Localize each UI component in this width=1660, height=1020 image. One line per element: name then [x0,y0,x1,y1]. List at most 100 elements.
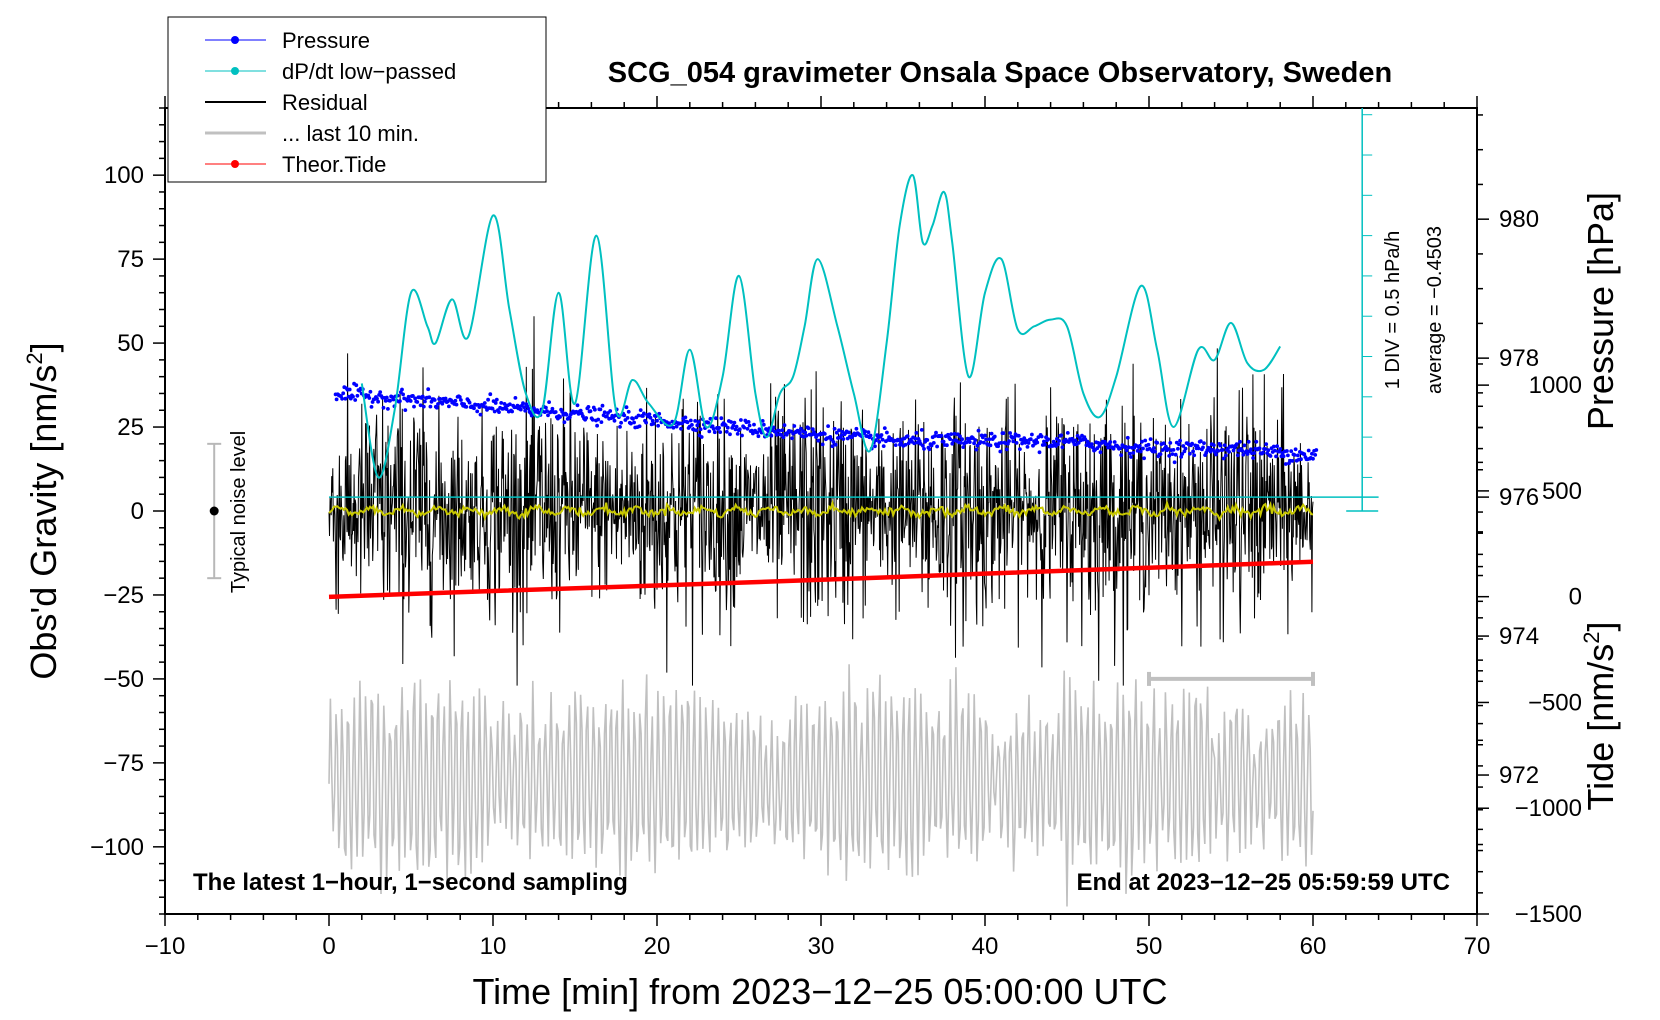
pressure-point [1214,452,1218,457]
theor-tide-line [328,559,1314,600]
pressure-point [443,396,448,401]
pressure-point [679,426,683,431]
pressure-point [1285,449,1289,453]
pressure-point [1042,439,1046,444]
pressure-point [1299,457,1303,462]
pressure-point [1168,441,1173,445]
pressure-point [1096,441,1101,445]
tide-tick-label: −1000 [1515,795,1582,822]
pressure-point [647,412,652,417]
pressure-point [547,400,551,404]
pressure-point [945,443,949,448]
y-tick-label: 100 [104,162,144,189]
pressure-point [391,397,396,402]
pressure-point [629,421,633,426]
legend-marker-pressure [231,36,239,44]
x-tick-label: 20 [644,933,671,960]
pressure-point [935,444,939,449]
pressure-point [1201,445,1205,450]
y-tick-label: −100 [90,834,144,861]
pressure-point [642,411,646,416]
pressure-point [602,410,607,415]
left-y-axis: 100 75 50 25 0 −25 −50 −75 −100 [90,107,165,915]
pressure-point [608,409,613,413]
tide-tick-label: −1500 [1515,901,1582,928]
pressure-point [866,430,871,435]
pressure-series [333,381,1319,466]
pressure-point [586,405,591,409]
pressure-point [1192,453,1197,458]
pressure-point [735,432,740,436]
pressure-point [488,392,493,397]
pressure-point [1266,448,1271,453]
pressure-point [1146,442,1151,447]
legend: Pressure dP/dt low−passed Residual ... l… [167,16,547,183]
pressure-point [636,413,641,418]
pressure-point [897,438,901,443]
pressure-point [1076,441,1081,445]
residual-lowpassed-series [328,499,1314,522]
pressure-point [739,418,743,422]
pressure-point [1016,433,1021,438]
pressure-point [403,408,408,412]
pressure-point [719,416,724,421]
pressure-point [1135,449,1140,453]
dpdt-line [360,174,1282,479]
tide-tick-label: 500 [1542,478,1582,505]
pressure-point [683,415,688,420]
tide-axis-title: Tide [nm/s2] [1579,622,1621,811]
pressure-point [881,444,886,448]
pressure-point [400,387,404,392]
pressure-point [816,438,821,443]
pressure-point [355,393,360,398]
pressure-point [343,396,348,401]
pressure-point [1278,447,1283,451]
pressure-point [868,433,873,438]
pressure-point [725,425,730,430]
pressure-point [983,433,987,438]
pressure-point [699,435,704,439]
pressure-point [998,449,1003,454]
tide-tick-label: −500 [1528,689,1582,716]
pressure-point [1246,439,1251,444]
pressure-point [436,402,440,406]
pressure-point [1235,453,1240,458]
pressure-point [976,428,981,433]
pressure-point [1098,450,1103,455]
pressure-point [502,402,507,406]
pressure-point [978,440,983,444]
pressure-point [1022,436,1027,440]
pressure-point [631,416,635,421]
pressure-point [839,433,844,438]
pressure-point [810,427,815,431]
pressure-point [418,403,423,408]
noise-level-bar [207,442,222,580]
pressure-point [712,430,717,435]
pressure-point [964,440,969,445]
pressure-point [706,420,711,425]
pressure-point [809,432,814,437]
pressure-point [493,401,498,405]
pressure-point [688,418,693,423]
pressure-point [756,434,761,439]
pressure-point [728,432,732,437]
pressure-point [1108,440,1113,444]
pressure-point [523,408,528,413]
pressure-point [745,426,750,431]
pressure-point [952,431,957,436]
pressure-point [553,410,558,414]
pressure-point [428,404,433,409]
pressure-point [667,421,671,426]
pressure-point [340,396,344,401]
pressure-point [638,408,643,412]
pressure-point [1281,454,1286,459]
pressure-point [820,442,825,447]
pressure-tick-label: 976 [1499,484,1539,511]
pressure-point [972,441,976,446]
average-label: average = −0.4503 [1424,226,1446,394]
pressure-point [655,418,659,423]
pressure-point [1118,446,1122,451]
pressure-point [846,430,851,435]
pressure-point [1141,446,1145,451]
